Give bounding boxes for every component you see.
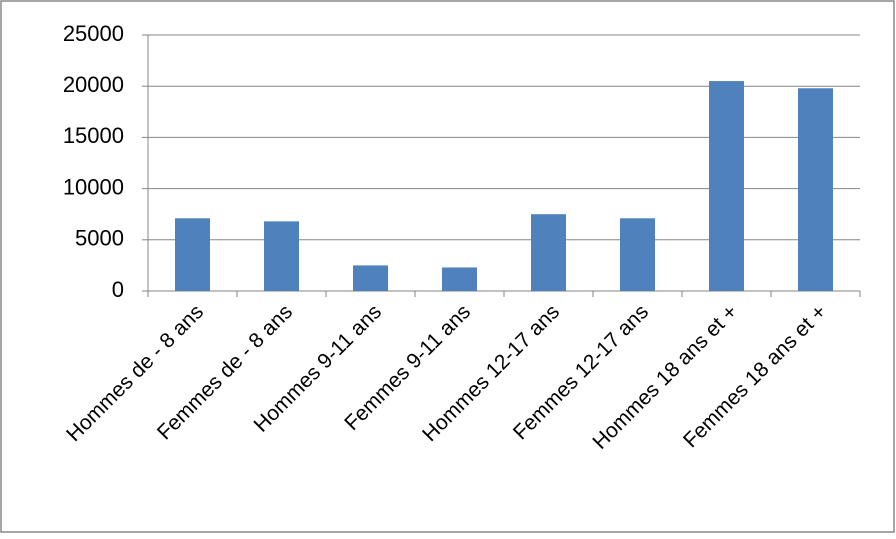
y-tick-label: 0 bbox=[112, 277, 124, 302]
bar bbox=[620, 218, 655, 291]
bar bbox=[175, 218, 210, 291]
bar bbox=[353, 265, 388, 291]
y-tick-label: 15000 bbox=[63, 123, 124, 148]
bar bbox=[798, 88, 833, 291]
bar bbox=[442, 267, 477, 291]
y-tick-label: 5000 bbox=[75, 226, 124, 251]
bar bbox=[531, 214, 566, 291]
bar bbox=[709, 81, 744, 291]
bar bbox=[264, 221, 299, 291]
y-tick-label: 25000 bbox=[63, 21, 124, 46]
y-tick-label: 10000 bbox=[63, 174, 124, 199]
y-tick-label: 20000 bbox=[63, 72, 124, 97]
